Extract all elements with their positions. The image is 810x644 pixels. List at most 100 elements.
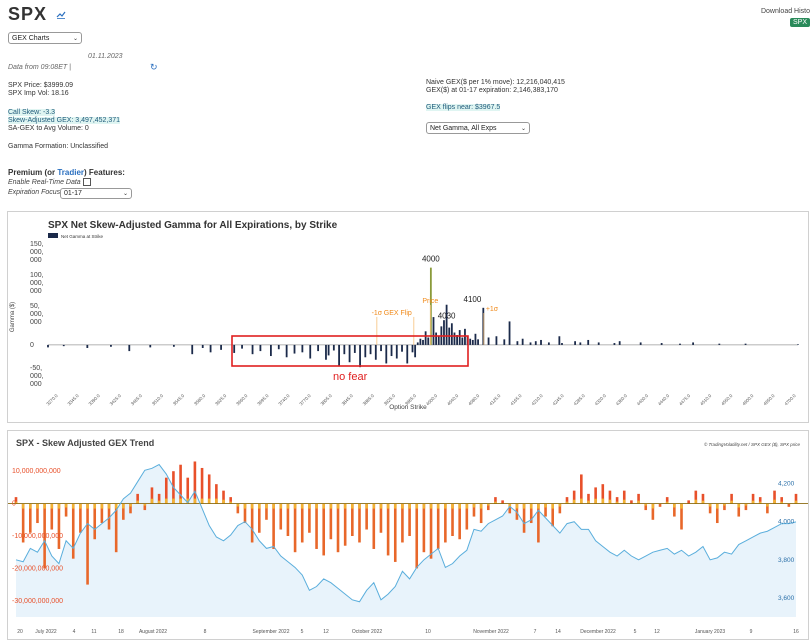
gex-bar-tip <box>86 503 89 509</box>
premium-title-suffix: ) Features: <box>84 168 125 177</box>
x-tick-label: 3270.0 <box>45 393 59 407</box>
gamma-bar <box>374 344 377 360</box>
gex-bar-tip <box>21 503 25 509</box>
gex-bar-tip <box>229 501 232 504</box>
gex-bar-tip <box>472 503 476 508</box>
annotation-label: Price <box>422 298 438 305</box>
gex-bar-tip <box>243 503 247 509</box>
gamma-bar <box>62 344 65 347</box>
gex-bar <box>529 503 533 524</box>
gex-bar-tip <box>508 503 512 507</box>
spx-imp-vol: SPX Imp Vol: 18.16 <box>8 90 69 97</box>
x-tick-label: 16 <box>793 629 799 635</box>
x-tick-label: 3345.0 <box>67 393 81 407</box>
gex-bar <box>508 503 512 514</box>
x-tick-label: August 2022 <box>139 629 167 635</box>
gex-bar <box>472 503 476 517</box>
realtime-checkbox[interactable] <box>82 178 91 186</box>
y-tick-label: 0 <box>30 342 34 349</box>
spx-price: SPX Price: $3999.09 <box>8 82 73 89</box>
x-tick-label: 4550.0 <box>720 393 734 407</box>
x-tick-label: 4040.0 <box>446 393 460 407</box>
gamma-bar <box>445 304 448 345</box>
gex-bar <box>408 503 411 536</box>
y-axis-label: Gamma ($) <box>10 302 16 332</box>
gex-bar <box>250 503 254 543</box>
view-select[interactable]: GEX Charts ⌄ <box>8 32 82 44</box>
gex-bar-tip <box>766 503 769 507</box>
gamma-bar <box>718 343 721 345</box>
gex-bar-tip <box>601 498 605 504</box>
x-tick-label: 3805.0 <box>320 393 334 407</box>
tradier-link[interactable]: Tradier <box>57 168 85 177</box>
chevron-down-icon: ⌄ <box>72 35 78 42</box>
expiration-focus-select[interactable]: 01-17 ⌄ <box>60 188 132 199</box>
gamma-bar <box>474 333 477 345</box>
gamma-bar <box>364 344 367 358</box>
gex-at-expiration: GEX($) at 01-17 expiration: 2,146,383,17… <box>426 87 558 94</box>
x-tick-label: 4475.0 <box>678 393 692 407</box>
gamma-bar <box>395 344 398 359</box>
line-chart-icon[interactable] <box>56 10 66 19</box>
price-area <box>16 464 796 617</box>
gex-bar-tip <box>265 503 268 509</box>
data-timestamp: Data from 09:08ET | <box>8 64 71 71</box>
y-tick-label: 50, 000, 000 <box>30 303 44 326</box>
gex-bar-tip <box>415 503 419 509</box>
right-y-tick-label: 4,000 <box>778 519 795 526</box>
gex-bar <box>522 503 526 533</box>
gamma-bar <box>401 344 403 352</box>
download-spx-button[interactable]: SPX <box>789 18 810 27</box>
gex-bar <box>565 497 569 504</box>
gamma-bar <box>259 344 262 352</box>
gamma-by-strike-panel: SPX Net Skew-Adjusted Gamma for All Expi… <box>7 211 809 423</box>
gex-bar-tip <box>193 498 197 504</box>
x-axis-label: Option Strike <box>389 404 427 411</box>
gex-bar-tip <box>122 503 125 509</box>
gamma-bar <box>385 344 388 364</box>
gex-bar-tip <box>422 503 426 509</box>
gex-bar-tip <box>486 503 490 506</box>
gex-bar-tip <box>136 500 139 504</box>
gamma-mode-select[interactable]: Net Gamma, All Exps ⌄ <box>426 122 530 134</box>
gex-bar <box>551 503 554 527</box>
gex-bar-tip <box>701 500 705 504</box>
gex-bar-tip <box>537 503 540 509</box>
gex-bar <box>150 487 154 504</box>
x-tick-label: 4 <box>73 629 76 635</box>
gex-bar-tip <box>665 501 669 504</box>
gamma-bar <box>390 344 393 357</box>
right-y-tick-label: 3,600 <box>778 595 795 602</box>
gex-bar-tip <box>615 501 619 504</box>
gex-bar <box>29 503 32 533</box>
gex-bar-tip <box>329 503 333 509</box>
gamma-bar <box>86 344 89 348</box>
gamma-bar <box>191 344 194 355</box>
gex-bar-tip <box>737 503 741 508</box>
gex-bar <box>236 503 240 514</box>
x-tick-label: 3845.0 <box>341 393 355 407</box>
x-tick-label: 4165.0 <box>509 393 523 407</box>
gex-bar <box>680 503 683 530</box>
gamma-bar <box>110 344 112 347</box>
left-y-tick-label: 0 <box>12 501 16 508</box>
gex-bar-tip <box>172 498 175 504</box>
x-tick-label: 18 <box>118 629 124 635</box>
gex-bar <box>794 493 798 504</box>
gex-bar <box>744 503 748 511</box>
gex-bar <box>537 503 540 543</box>
gex-bar <box>315 503 318 549</box>
gex-bar-tip <box>114 503 118 509</box>
y-tick-label: 100, 000, 000 <box>30 272 44 295</box>
gex-bar-tip <box>14 501 18 504</box>
gex-bar <box>694 490 698 504</box>
gamma-bar <box>332 344 335 351</box>
gex-bar <box>787 503 791 507</box>
gex-bar <box>572 490 576 504</box>
gamma-bar <box>424 331 427 345</box>
refresh-icon[interactable]: ↻ <box>150 62 158 72</box>
gex-bar-tip <box>343 503 347 509</box>
gex-bar <box>229 497 232 504</box>
download-history-link[interactable]: Download Histo <box>760 8 810 15</box>
gex-trend-chart: SPX - Skew Adjusted GEX Trend © TradingV… <box>8 438 808 635</box>
